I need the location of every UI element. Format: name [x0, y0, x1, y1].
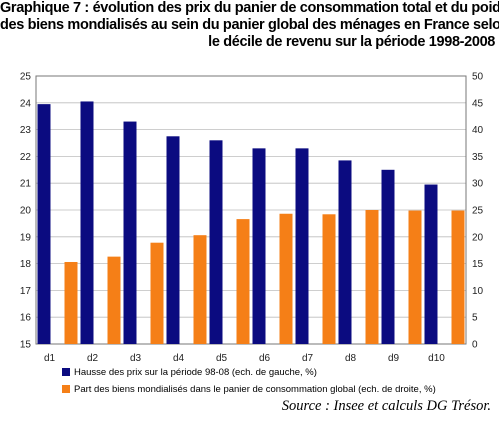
y-right-tick-10: 10: [472, 286, 484, 297]
bar-chart: 15 16 17 18 19 20 21 22 23 24 25 0 5 10 15 20 25 30 35 40 45…: [20, 72, 484, 365]
y-left-tick-25: 25: [20, 72, 32, 83]
x-tick-d8: d8: [345, 353, 357, 364]
legend-label-price-increase: Hausse des prix sur la période 98-08 (ec…: [74, 367, 317, 378]
bar-globalized-share-d10: [451, 210, 465, 344]
bar-globalized-share-d6: [279, 213, 293, 344]
bar-globalized-share-d4: [193, 235, 207, 344]
bar-globalized-share-d8: [365, 210, 379, 344]
bar-globalized-share-d2: [107, 256, 121, 344]
source-note: Source : Insee et calculs DG Trésor.: [281, 398, 491, 414]
y-right-tick-15: 15: [472, 259, 484, 270]
y-right-tick-45: 45: [472, 98, 484, 109]
chart-title: Graphique 7 : évolution des prix du pani…: [0, 0, 499, 51]
bar-globalized-share-d1: [64, 261, 78, 344]
bar-price-increase-d9: [381, 169, 395, 344]
y-left-tick-20: 20: [20, 206, 32, 217]
y-left-tick-17: 17: [20, 286, 32, 297]
x-tick-d3: d3: [130, 353, 142, 364]
x-tick-d7: d7: [302, 353, 314, 364]
bar-price-increase-d3: [123, 121, 137, 344]
y-right-tick-40: 40: [472, 125, 484, 136]
y-right-tick-0: 0: [472, 340, 478, 351]
bar-price-increase-d2: [80, 101, 94, 345]
y-right-tick-5: 5: [472, 313, 478, 324]
legend-swatch-globalized-share: [62, 385, 70, 394]
bar-price-increase-d5: [209, 140, 223, 344]
bar-price-increase-d4: [166, 136, 180, 344]
title-line-3: le décile de revenu sur la période 1998-…: [208, 34, 495, 50]
y-right-tick-25: 25: [472, 206, 484, 217]
bar-price-increase-d8: [338, 160, 352, 344]
legend-swatch-price-increase: [62, 368, 70, 377]
y-right-tick-20: 20: [472, 232, 484, 243]
y-left-tick-16: 16: [20, 313, 32, 324]
bar-price-increase-d1: [37, 104, 51, 344]
y-left-tick-19: 19: [20, 232, 32, 243]
y-left-tick-22: 22: [20, 152, 32, 163]
legend-item-globalized-share: Part des biens mondialisés dans le panie…: [62, 384, 436, 395]
bar-price-increase-d7: [295, 148, 309, 344]
plot-frame: [35, 75, 467, 345]
x-tick-d1: d1: [44, 353, 56, 364]
y-right-tick-35: 35: [472, 152, 484, 163]
title-line-1: Graphique 7 : évolution des prix du pani…: [0, 0, 499, 16]
x-tick-d6: d6: [259, 353, 271, 364]
title-line-2: des biens mondialisés au sein du panier …: [0, 17, 499, 33]
x-tick-d10: d10: [428, 353, 445, 364]
bar-globalized-share-d9: [408, 210, 422, 344]
legend-item-price-increase: Hausse des prix sur la période 98-08 (ec…: [62, 367, 317, 378]
bar-globalized-share-d7: [322, 214, 336, 344]
bar-price-increase-d10: [424, 184, 438, 344]
legend-label-globalized-share: Part des biens mondialisés dans le panie…: [74, 384, 436, 395]
y-right-tick-30: 30: [472, 179, 484, 190]
y-left-tick-21: 21: [20, 179, 32, 190]
bar-globalized-share-d5: [236, 219, 250, 344]
bar-price-increase-d6: [252, 148, 266, 344]
bar-globalized-share-d3: [150, 242, 164, 344]
x-tick-d9: d9: [388, 353, 400, 364]
y-left-tick-18: 18: [20, 259, 32, 270]
x-tick-d5: d5: [216, 353, 228, 364]
y-left-tick-23: 23: [20, 125, 32, 136]
y-right-tick-50: 50: [472, 72, 484, 83]
y-left-tick-15: 15: [20, 340, 32, 351]
x-tick-d2: d2: [87, 353, 99, 364]
x-tick-d4: d4: [173, 353, 185, 364]
y-left-tick-24: 24: [20, 98, 32, 109]
